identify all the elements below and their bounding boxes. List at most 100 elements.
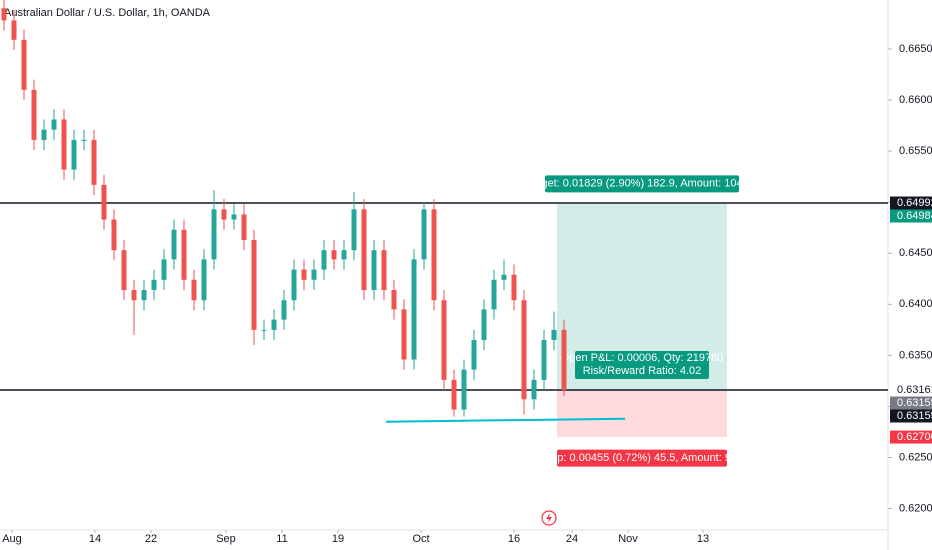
candle-body	[51, 119, 57, 130]
candle-body	[481, 309, 487, 341]
candle-body	[71, 139, 77, 170]
candle-body	[131, 290, 137, 301]
candle-body	[191, 279, 197, 301]
price-badge	[890, 196, 932, 210]
candle-body	[161, 259, 167, 280]
price-badge	[890, 396, 932, 410]
pnl-label: Open P&L: 0.00006, Qty: 219780	[561, 352, 724, 364]
rr-label: Risk/Reward Ratio: 4.02	[583, 365, 702, 377]
price-badge-label: 0.64992	[897, 197, 932, 209]
candle-body	[21, 39, 27, 90]
price-badge-label: 0.62700	[897, 431, 932, 443]
price-badge-label: 0.63161	[897, 384, 932, 396]
price-badge	[890, 430, 932, 444]
x-tick-label: 13	[697, 533, 709, 545]
candle-body	[121, 250, 127, 291]
x-tick-label: 24	[566, 533, 578, 545]
candle-body	[441, 300, 447, 380]
candle-body	[201, 259, 207, 301]
x-tick-label: 22	[145, 533, 157, 545]
price-badge-label: 0.63155	[897, 397, 932, 409]
candle-body	[351, 209, 357, 251]
price-badge-label: 0.63155	[897, 410, 932, 422]
target-label: Target: 0.01829 (2.90%) 182.9, Amount: 1…	[526, 178, 758, 190]
candle-body	[501, 274, 507, 280]
loss-zone	[557, 390, 727, 438]
candle-body	[61, 119, 67, 170]
x-tick-label: Sep	[216, 533, 236, 545]
candle-body	[91, 139, 97, 185]
stop-label-bg	[557, 449, 727, 467]
x-tick-label: 11	[276, 533, 287, 545]
candle-body	[301, 269, 307, 280]
x-tick-label: 16	[508, 533, 520, 545]
candle-body	[281, 300, 287, 320]
candle-body	[411, 259, 417, 360]
candle-body	[221, 209, 227, 220]
candle-body	[421, 209, 427, 260]
price-badge	[890, 209, 932, 223]
price-badge-label: 0.64984	[897, 210, 932, 222]
candle-body	[271, 319, 277, 330]
candle-body	[551, 329, 557, 341]
candle-body	[311, 269, 317, 280]
candle-body	[151, 279, 157, 291]
trend-line	[385, 417, 626, 423]
candle-body	[521, 300, 527, 400]
candle-body	[81, 139, 87, 141]
x-tick-label: 19	[332, 533, 344, 545]
chart-title: Australian Dollar / U.S. Dollar, 1h, OAN…	[4, 7, 211, 19]
candle-body	[431, 209, 437, 301]
target-label-bg	[545, 175, 739, 193]
candle-body	[181, 229, 187, 280]
candle-body	[41, 129, 47, 140]
candle-body	[101, 184, 107, 220]
x-tick-label: 14	[89, 533, 101, 545]
candle-body	[561, 329, 567, 391]
pnl-label-bg	[575, 351, 709, 379]
x-tick-label: Aug	[2, 533, 22, 545]
candle-body	[511, 274, 517, 301]
candle-body	[361, 209, 367, 291]
candle-body	[171, 229, 177, 260]
x-tick-label: Oct	[412, 533, 429, 545]
candle-body	[321, 250, 327, 270]
candle-body	[211, 209, 217, 260]
candle-body	[111, 219, 117, 251]
x-tick-label: Nov	[618, 533, 638, 545]
candle-body	[541, 340, 547, 380]
candle-body	[491, 279, 497, 310]
candle-body	[401, 309, 407, 360]
price-badge	[890, 409, 932, 423]
candle-body	[391, 290, 397, 310]
candle-body	[331, 250, 337, 260]
y-tick-label: 0.62000	[899, 502, 932, 514]
replay-icon[interactable]	[541, 510, 557, 526]
candle-body	[11, 20, 17, 40]
candle-body	[261, 329, 267, 331]
candle-body	[371, 250, 377, 291]
candle-body	[31, 89, 37, 140]
candle-body	[141, 290, 147, 301]
candle-body	[1, 8, 7, 21]
candle-body	[471, 340, 477, 370]
candle-body	[251, 239, 257, 330]
candle-body	[231, 214, 237, 220]
stop-label: Stop: 0.00455 (0.72%) 45.5, Amount: 990	[541, 452, 743, 464]
candle-body	[341, 250, 347, 260]
candle-body	[461, 369, 467, 410]
candle-body	[291, 269, 297, 301]
candle-body	[531, 379, 537, 400]
candle-body	[451, 379, 457, 410]
candle-body	[241, 214, 247, 240]
candle-body	[381, 250, 387, 291]
